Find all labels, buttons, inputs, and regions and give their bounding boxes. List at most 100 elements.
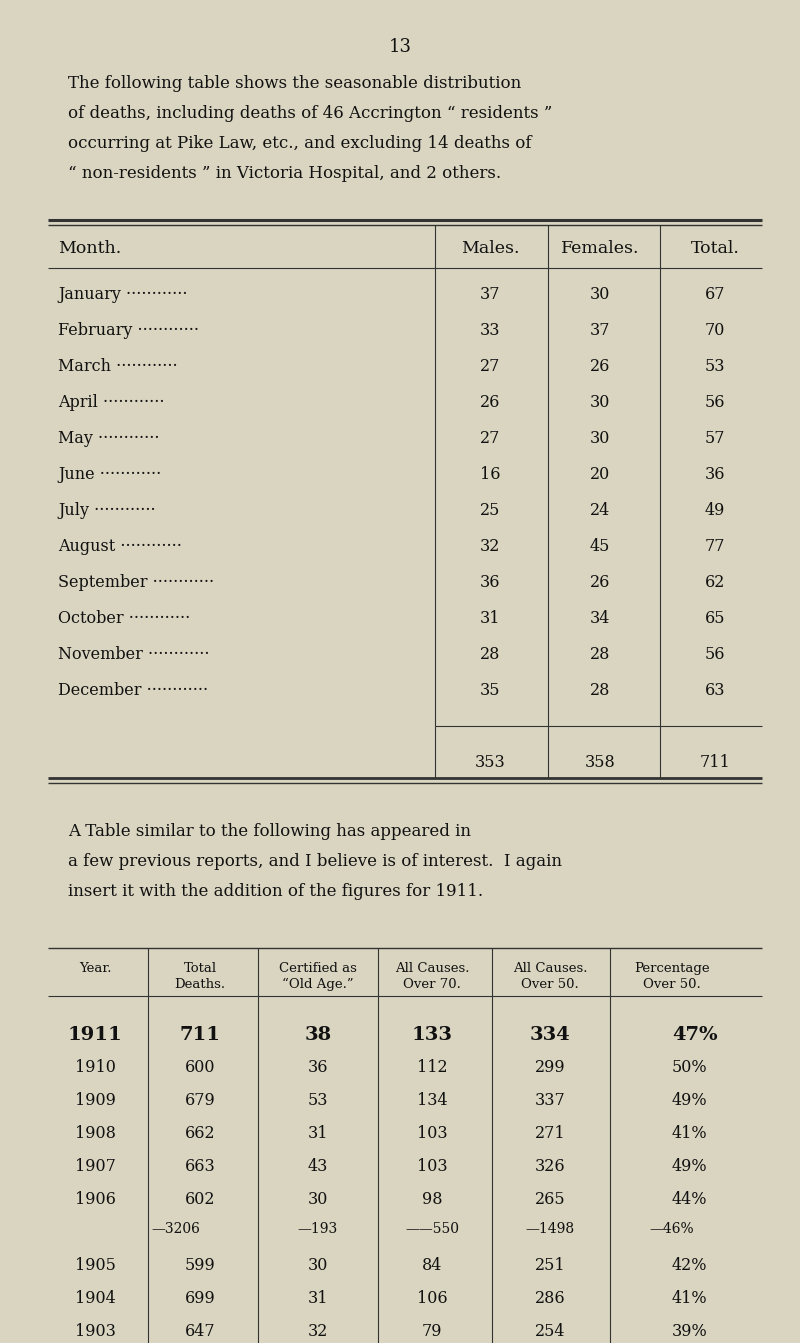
Text: 43: 43 [308, 1158, 328, 1175]
Text: 1905: 1905 [74, 1257, 115, 1275]
Text: 67: 67 [705, 286, 726, 304]
Text: 27: 27 [480, 359, 500, 375]
Text: 56: 56 [705, 646, 726, 663]
Text: 24: 24 [590, 502, 610, 518]
Text: 1910: 1910 [74, 1060, 115, 1076]
Text: July ············: July ············ [58, 502, 156, 518]
Text: 62: 62 [705, 573, 725, 591]
Text: 16: 16 [480, 466, 500, 483]
Text: 1908: 1908 [74, 1125, 115, 1142]
Text: All Causes.: All Causes. [394, 962, 470, 975]
Text: 103: 103 [417, 1125, 447, 1142]
Text: June ············: June ············ [58, 466, 162, 483]
Text: 1911: 1911 [68, 1026, 122, 1044]
Text: 251: 251 [534, 1257, 566, 1275]
Text: 358: 358 [585, 753, 615, 771]
Text: 134: 134 [417, 1092, 447, 1109]
Text: 79: 79 [422, 1323, 442, 1340]
Text: ——550: ——550 [405, 1222, 459, 1236]
Text: October ············: October ············ [58, 610, 190, 627]
Text: 679: 679 [185, 1092, 215, 1109]
Text: 50%: 50% [672, 1060, 708, 1076]
Text: May ············: May ············ [58, 430, 159, 447]
Text: —193: —193 [298, 1222, 338, 1236]
Text: 84: 84 [422, 1257, 442, 1275]
Text: of deaths, including deaths of 46 Accrington “ residents ”: of deaths, including deaths of 46 Accrin… [68, 105, 552, 122]
Text: 1906: 1906 [74, 1191, 115, 1207]
Text: 56: 56 [705, 393, 726, 411]
Text: 265: 265 [534, 1191, 566, 1207]
Text: April ············: April ············ [58, 393, 165, 411]
Text: 63: 63 [705, 682, 726, 698]
Text: a few previous reports, and I believe is of interest.  I again: a few previous reports, and I believe is… [68, 853, 562, 870]
Text: 30: 30 [590, 430, 610, 447]
Text: Percentage: Percentage [634, 962, 710, 975]
Text: 299: 299 [534, 1060, 566, 1076]
Text: March ············: March ············ [58, 359, 178, 375]
Text: 1904: 1904 [74, 1291, 115, 1307]
Text: 31: 31 [480, 610, 500, 627]
Text: Total: Total [183, 962, 217, 975]
Text: 98: 98 [422, 1191, 442, 1207]
Text: 27: 27 [480, 430, 500, 447]
Text: 36: 36 [705, 466, 726, 483]
Text: 77: 77 [705, 539, 726, 555]
Text: Females.: Females. [561, 240, 639, 257]
Text: 1907: 1907 [74, 1158, 115, 1175]
Text: 337: 337 [534, 1092, 566, 1109]
Text: 602: 602 [185, 1191, 215, 1207]
Text: 37: 37 [590, 322, 610, 338]
Text: December ············: December ············ [58, 682, 208, 698]
Text: 49%: 49% [672, 1092, 708, 1109]
Text: 1909: 1909 [74, 1092, 115, 1109]
Text: 36: 36 [480, 573, 500, 591]
Text: 353: 353 [474, 753, 506, 771]
Text: 30: 30 [308, 1257, 328, 1275]
Text: 112: 112 [417, 1060, 447, 1076]
Text: 26: 26 [590, 573, 610, 591]
Text: September ············: September ············ [58, 573, 214, 591]
Text: —3206: —3206 [151, 1222, 200, 1236]
Text: 26: 26 [590, 359, 610, 375]
Text: —46%: —46% [650, 1222, 694, 1236]
Text: 662: 662 [185, 1125, 215, 1142]
Text: 133: 133 [411, 1026, 453, 1044]
Text: August ············: August ············ [58, 539, 182, 555]
Text: 711: 711 [179, 1026, 221, 1044]
Text: 326: 326 [534, 1158, 566, 1175]
Text: 30: 30 [590, 393, 610, 411]
Text: 254: 254 [534, 1323, 566, 1340]
Text: —1498: —1498 [526, 1222, 574, 1236]
Text: 38: 38 [305, 1026, 331, 1044]
Text: 47%: 47% [672, 1026, 718, 1044]
Text: Over 50.: Over 50. [521, 978, 579, 991]
Text: “Old Age.”: “Old Age.” [282, 978, 354, 991]
Text: 45: 45 [590, 539, 610, 555]
Text: 32: 32 [308, 1323, 328, 1340]
Text: 49: 49 [705, 502, 725, 518]
Text: A Table similar to the following has appeared in: A Table similar to the following has app… [68, 823, 471, 839]
Text: 41%: 41% [672, 1291, 708, 1307]
Text: All Causes.: All Causes. [513, 962, 587, 975]
Text: Total.: Total. [690, 240, 739, 257]
Text: 57: 57 [705, 430, 726, 447]
Text: 600: 600 [185, 1060, 215, 1076]
Text: 30: 30 [590, 286, 610, 304]
Text: 31: 31 [308, 1291, 328, 1307]
Text: 41%: 41% [672, 1125, 708, 1142]
Text: 106: 106 [417, 1291, 447, 1307]
Text: 35: 35 [480, 682, 500, 698]
Text: 28: 28 [480, 646, 500, 663]
Text: 26: 26 [480, 393, 500, 411]
Text: 334: 334 [530, 1026, 570, 1044]
Text: “ non-residents ” in Victoria Hospital, and 2 others.: “ non-residents ” in Victoria Hospital, … [68, 165, 501, 183]
Text: 1903: 1903 [74, 1323, 115, 1340]
Text: 103: 103 [417, 1158, 447, 1175]
Text: 44%: 44% [672, 1191, 707, 1207]
Text: 599: 599 [185, 1257, 215, 1275]
Text: 37: 37 [480, 286, 500, 304]
Text: 20: 20 [590, 466, 610, 483]
Text: 53: 53 [705, 359, 726, 375]
Text: 53: 53 [308, 1092, 328, 1109]
Text: Certified as: Certified as [279, 962, 357, 975]
